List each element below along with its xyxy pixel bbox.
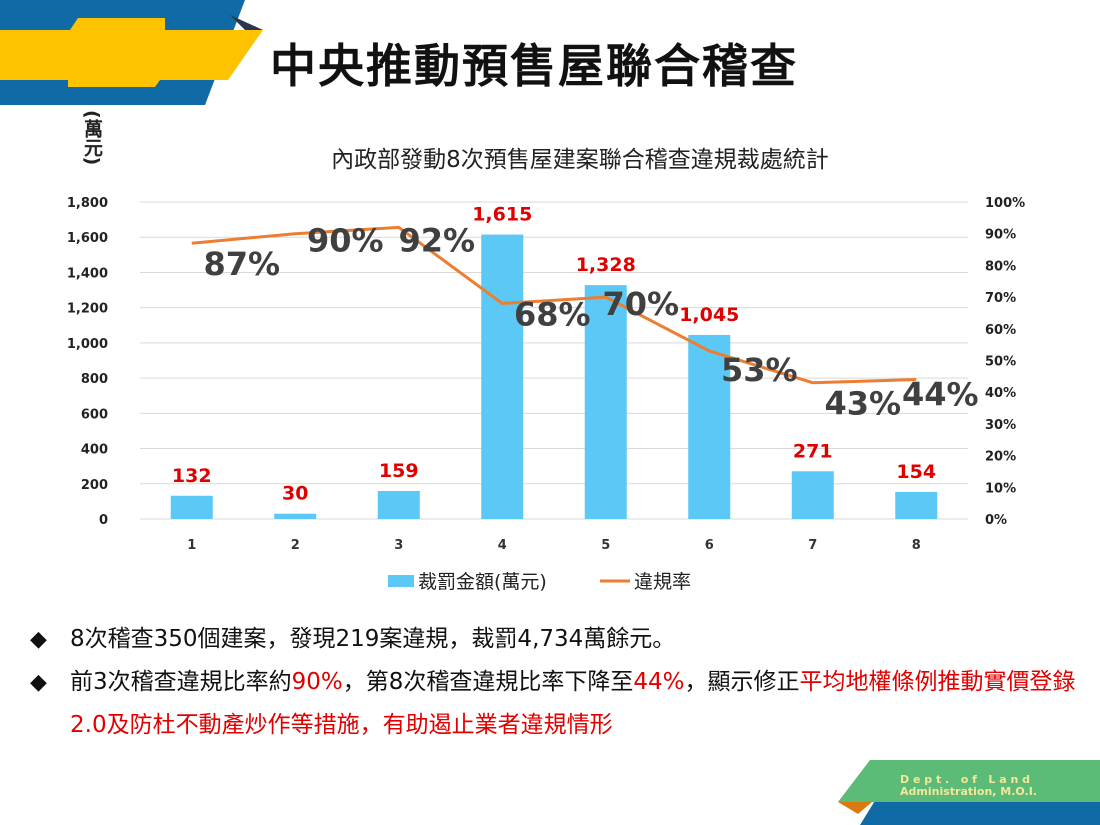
bar: [584, 285, 627, 519]
dept-logo-line2: Administration, M.O.I.: [900, 785, 1037, 798]
bar: [170, 495, 213, 519]
bar-data-label: 1,328: [576, 254, 636, 276]
bar-data-label: 1,615: [472, 204, 532, 226]
bar-data-label: 30: [282, 483, 308, 505]
bar: [481, 234, 524, 519]
bullet-item: ◆ 8次稽查350個建案，發現219案違規，裁罰4,734萬餘元。: [30, 618, 1100, 661]
y-tick-label: 400: [81, 443, 108, 458]
footer-green-band: [838, 760, 1100, 802]
bar: [895, 491, 938, 519]
y-tick-label: 1,000: [67, 337, 108, 352]
y-tick-label: 800: [81, 372, 108, 387]
x-tick-label: 8: [912, 538, 921, 553]
bullet-item: ◆ 前3次稽查違規比率約90%，第8次稽查違規比率下降至44%，顯示修正平均地權條…: [30, 661, 1100, 747]
y-axis-label: (萬元): [81, 110, 103, 165]
y-tick-label: 1,800: [67, 196, 108, 211]
bullet-text-line: 8次稽查350個建案，發現219案違規，裁罰4,734萬餘元。: [70, 618, 1100, 661]
chart-title: 內政部發動8次預售屋建案聯合稽查違規裁處統計: [331, 147, 829, 173]
y2-tick-label: 30%: [985, 418, 1016, 433]
y-tick-label: 600: [81, 407, 108, 422]
y2-tick-label: 40%: [985, 386, 1016, 401]
y2-tick-label: 80%: [985, 259, 1016, 274]
footer-orange-notch: [838, 802, 872, 814]
y-tick-label: 200: [81, 478, 108, 493]
bullet-text: ，第8次稽查違規比率下降至: [342, 669, 634, 695]
y-tick-label: 0: [99, 513, 108, 528]
rate-data-label: 90%: [307, 222, 384, 260]
y2-tick-label: 70%: [985, 291, 1016, 306]
rate-data-label: 92%: [398, 221, 475, 259]
y2-tick-label: 90%: [985, 228, 1016, 243]
y-tick-label: 1,200: [67, 302, 108, 317]
diamond-bullet-icon: ◆: [30, 627, 47, 652]
diamond-bullet-icon: ◆: [30, 670, 47, 695]
bullet-text: 8次稽查350個建案，發現219案違規，裁罰4,734萬餘元。: [70, 626, 676, 652]
header-dark-notch: [230, 15, 263, 30]
y2-tick-label: 100%: [985, 196, 1025, 211]
rate-data-label: 68%: [514, 295, 591, 333]
y2-tick-label: 0%: [985, 513, 1007, 528]
rate-data-label: 53%: [721, 351, 798, 389]
chart: 內政部發動8次預售屋建案聯合稽查違規裁處統計 (萬元) 0 200 400 600 800 1…: [67, 110, 1025, 593]
x-tick-label: 7: [808, 538, 817, 553]
bar: [377, 490, 420, 519]
rate-data-label: 43%: [824, 385, 901, 423]
bullet-text: ，顯示修正: [684, 669, 800, 695]
rate-line: [191, 225, 917, 385]
dept-logo-line1: D e p t . o f L a n d: [900, 773, 1030, 786]
bar-data-label: 1,045: [679, 304, 739, 326]
y2-tick-label: 50%: [985, 355, 1016, 370]
y2-tick-label: 10%: [985, 481, 1016, 496]
bar: [688, 334, 731, 519]
bar-data-label: 154: [896, 461, 936, 483]
bullet-list: ◆ 8次稽查350個建案，發現219案違規，裁罰4,734萬餘元。 ◆ 前3次稽查違規…: [30, 618, 1100, 747]
rate-data-label: 87%: [203, 245, 280, 283]
bullet-text-line: 前3次稽查違規比率約90%，第8次稽查違規比率下降至44%，顯示修正平均地權條例…: [70, 661, 1100, 747]
x-tick-label: 3: [394, 538, 403, 553]
bar-data-label: 271: [793, 440, 833, 462]
bullet-text: 平均地權條例推動實價登錄2.0及防杜不動產炒作等措施，有助遏止業者違規情形: [70, 669, 1076, 738]
bullet-text: 前3次稽查違規比率約: [70, 669, 292, 695]
y2-tick-label: 60%: [985, 323, 1016, 338]
x-tick-label: 5: [601, 538, 610, 553]
bar: [274, 513, 317, 519]
y2-tick-label: 20%: [985, 450, 1016, 465]
bar: [791, 471, 834, 519]
x-tick-label: 1: [187, 538, 196, 553]
legend-bar-label: 裁罰金額(萬元): [418, 571, 547, 593]
x-tick-label: 2: [291, 538, 300, 553]
legend-line-label: 違規率: [634, 571, 691, 593]
bullet-text: 90%: [291, 669, 343, 695]
rate-data-label: 44%: [902, 376, 979, 414]
rate-data-label: 70%: [602, 285, 679, 323]
legend-bar-swatch: [388, 575, 414, 587]
bullet-text: 44%: [633, 669, 685, 695]
bar-data-label: 132: [172, 465, 212, 487]
dept-logo-text: D e p t . o f L a n d Administration, M.…: [900, 774, 1037, 798]
slide-title: 中央推動預售屋聯合稽查: [270, 39, 798, 93]
header-yellow-band: [0, 18, 263, 87]
x-tick-label: 4: [498, 538, 507, 553]
y-tick-label: 1,600: [67, 231, 108, 246]
x-tick-label: 6: [705, 538, 714, 553]
y-tick-label: 1,400: [67, 266, 108, 281]
bar-data-label: 159: [379, 460, 419, 482]
